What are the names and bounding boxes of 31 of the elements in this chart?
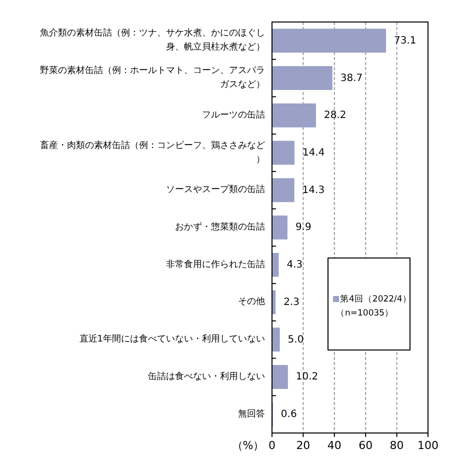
y-tick-label: 魚介類の素材缶詰（例：ツナ、サケ水煮、かにのほぐし身、帆立貝柱水煮など） xyxy=(40,28,265,54)
text: 9.9 xyxy=(295,222,312,234)
y-tick-label: その他 xyxy=(238,296,265,308)
x-tick-label: 0 xyxy=(268,439,276,452)
legend-label: 第4回（2022/4） xyxy=(340,293,412,304)
text: 28.2 xyxy=(324,110,346,122)
text: 0.6 xyxy=(280,409,297,420)
x-axis-title: （%） xyxy=(232,439,264,452)
y-tick-label: 直近1年間には食べていない・利用していない xyxy=(79,334,265,346)
x-tick-label: 80 xyxy=(390,439,404,452)
y-tick-label: 野菜の素材缶詰（例：ホールトマト、コーン、アスパラガスなど） xyxy=(40,66,265,91)
text: 14.4 xyxy=(302,148,325,159)
annotation: （n=10035） xyxy=(336,308,394,318)
x-tick-label: 20 xyxy=(296,439,310,452)
text: 2.3 xyxy=(284,296,300,308)
y-tick-label: おかず・惣菜類の缶詰 xyxy=(175,222,265,233)
y-tick-label: 畜産・肉類の素材缶詰（例：コンビーフ、鶏ささみなど） xyxy=(40,140,265,166)
y-tick-label: フルーツの缶詰 xyxy=(202,110,265,121)
x-tick-label: 100 xyxy=(418,439,438,452)
text: 73.1 xyxy=(394,35,416,46)
y-tick-label: 無回答 xyxy=(238,408,265,420)
text: 4.3 xyxy=(286,260,303,271)
x-tick-label: 40 xyxy=(327,439,342,452)
y-tick-label: 缶詰は食べない・利用しない xyxy=(148,371,265,382)
text: 5.0 xyxy=(288,334,304,346)
y-tick-label: ソースやスープ類の缶詰 xyxy=(166,184,265,196)
text: 10.2 xyxy=(296,372,318,383)
text: 38.7 xyxy=(340,72,363,84)
y-tick-label: 非常食用に作られた缶詰 xyxy=(166,259,265,270)
text: 14.3 xyxy=(302,184,325,196)
x-tick-label: 60 xyxy=(358,439,373,452)
